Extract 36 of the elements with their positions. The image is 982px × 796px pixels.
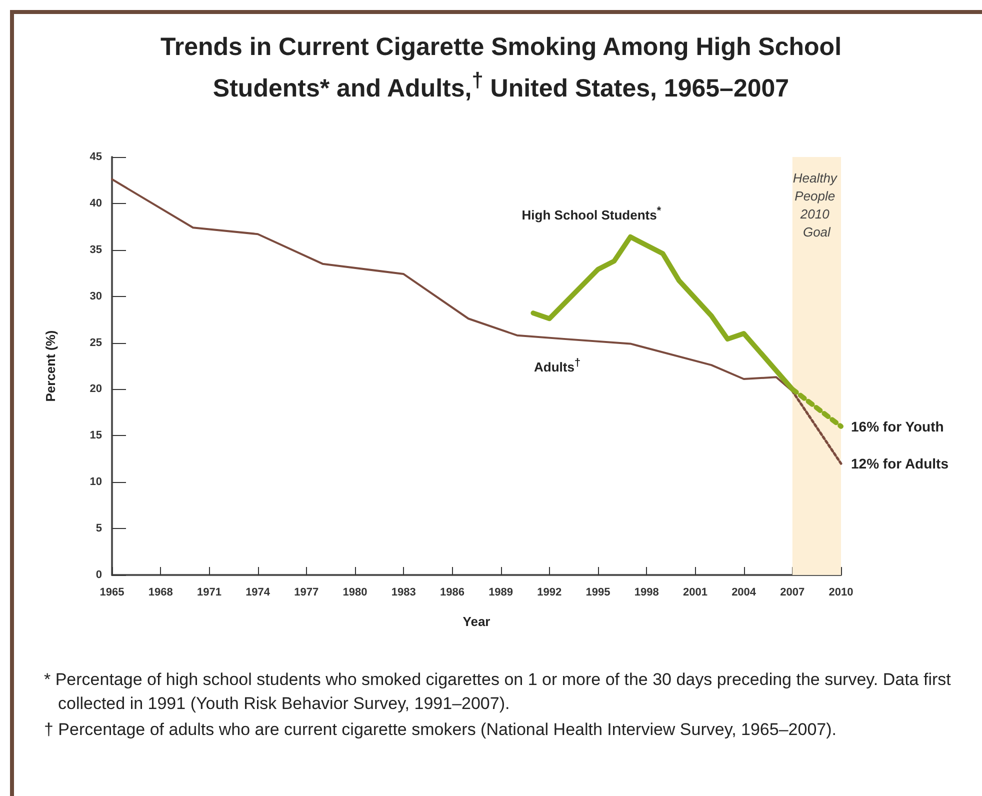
x-tick-label: 1986 — [440, 586, 464, 598]
y-tick-label: 45 — [90, 151, 102, 163]
x-tick-label: 2007 — [780, 586, 805, 598]
band-label: Healthy People 2010 Goal — [792, 170, 841, 240]
x-axis-title: Year — [462, 614, 490, 629]
text: High School Students$^{*}$ — [522, 205, 662, 222]
x-tick-label: 1974 — [246, 586, 271, 598]
x-tick-label: 2004 — [732, 586, 757, 598]
y-tick-label: 15 — [90, 430, 102, 442]
chart-title: Trends in Current Cigarette Smoking Among High School Students* and Adults,$^{†}$ United States, 1965–2007 — [159, 32, 843, 104]
x-tick-label: 1968 — [148, 586, 173, 598]
y-tick-label: 20 — [90, 383, 102, 396]
text: † Percentage of adults who are current cigarette smokers (National Health Interview Survey, 1965–2007). — [44, 719, 838, 741]
annotation: 16% for Youth — [851, 418, 944, 434]
y-axis-title: Percent (%) — [43, 330, 58, 402]
text: * Percentage of high school students who smoked cigarettes on 1 or more of the 30 days preceding the survey. Data first collected in 1991 (Youth Risk Behavior Survey, 1991–2007). — [44, 669, 952, 715]
x-tick-label: 2001 — [682, 586, 708, 598]
x-tick-label: 1995 — [586, 586, 610, 598]
y-tick-label: 40 — [90, 197, 102, 210]
y-tick-label: 25 — [90, 336, 102, 349]
x-tick-label: 1998 — [634, 586, 659, 598]
x-tick-label: 1980 — [342, 586, 368, 598]
x-tick-label: 1971 — [196, 586, 222, 598]
x-tick-label: 2010 — [828, 586, 854, 598]
annotation: 12% for Adults — [851, 456, 949, 472]
x-tick-label: 1965 — [100, 586, 124, 598]
y-tick-label: 30 — [90, 290, 102, 302]
x-tick-label: 1983 — [391, 586, 416, 598]
y-tick-label: 35 — [90, 244, 102, 256]
y-tick-label: 10 — [90, 476, 102, 488]
x-tick-label: 1977 — [294, 586, 319, 598]
y-tick-label: 0 — [96, 569, 102, 581]
x-tick-label: 1992 — [537, 586, 562, 598]
series-label: Adults$^{†}$ — [534, 357, 580, 375]
y-tick-label: 5 — [96, 522, 102, 535]
x-tick-label: 1989 — [488, 586, 514, 598]
